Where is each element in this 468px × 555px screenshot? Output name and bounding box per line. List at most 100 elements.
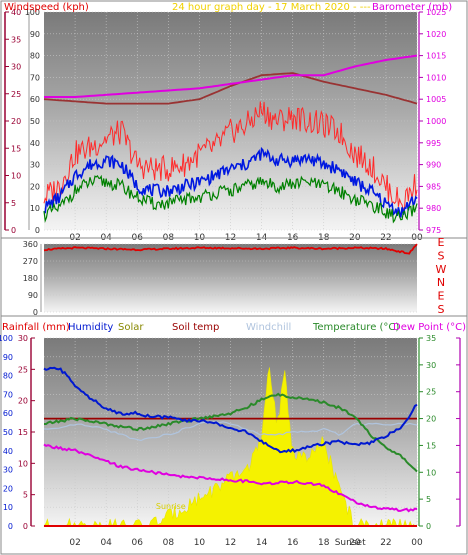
barometer-tick-label: 1015 xyxy=(426,52,446,61)
temperature-tick-label: 20 xyxy=(426,415,436,424)
percent-tick-label: 100 xyxy=(25,8,40,17)
rainfall-tick-label: 10 xyxy=(18,459,28,468)
compass-label: W xyxy=(436,263,447,276)
temp-x-tick: 02 xyxy=(69,538,80,548)
legend-windchill: Windchill xyxy=(246,322,291,333)
rainfall-tick-label: 25 xyxy=(18,365,28,374)
temperature-tick-label: 5 xyxy=(426,495,431,504)
average-wind-line xyxy=(43,174,418,224)
percent-tick-label: 60 xyxy=(30,95,40,104)
temperature-tick-label: 15 xyxy=(426,441,436,450)
windchill-line xyxy=(43,421,418,442)
barometer-tick-label: 1005 xyxy=(426,95,446,104)
temp-x-tick: 22 xyxy=(380,538,391,548)
temp-x-tick: 14 xyxy=(256,538,268,548)
dewpoint-line xyxy=(43,443,418,513)
legend-solar: Solar xyxy=(118,322,144,333)
temp-x-tick: 04 xyxy=(100,538,112,548)
percent-tick-label: 30 xyxy=(30,161,40,170)
temp-x-tick: 06 xyxy=(132,538,144,548)
humidity-tick-label: 70 xyxy=(3,390,13,399)
direction-tick-label: 270 xyxy=(23,257,38,266)
temperature-tick-label: 35 xyxy=(426,334,436,343)
barometer-tick-label: 990 xyxy=(426,161,441,170)
percent-tick-label: 10 xyxy=(30,204,40,213)
barometer-tick-label: 1020 xyxy=(426,30,446,39)
temp-x-tick: 10 xyxy=(194,538,206,548)
barometer-trend-line xyxy=(43,72,418,105)
direction-tick-label: 360 xyxy=(23,240,38,249)
humidity-tick-label: 0 xyxy=(8,522,13,531)
temperature-tick-label: 25 xyxy=(426,388,436,397)
legend-soiltemp: Soil temp xyxy=(172,322,219,333)
humidity-tick-label: 90 xyxy=(3,353,13,362)
temperature-tick-label: 30 xyxy=(426,361,436,370)
temp-panel-frame xyxy=(0,315,468,555)
legend-rainfall: Rainfall (mm) xyxy=(2,322,70,333)
temperature-tick-label: 0 xyxy=(426,522,431,531)
windspeed-tick-label: 15 xyxy=(11,144,21,153)
compass-label: E xyxy=(438,290,445,303)
windspeed-tick-label: 20 xyxy=(11,117,21,126)
windspeed-tick-label: 35 xyxy=(11,35,21,44)
humidity-tick-label: 50 xyxy=(3,428,13,437)
windspeed-tick-label: 10 xyxy=(11,172,21,181)
compass-label: S xyxy=(438,303,445,316)
temperature-line xyxy=(44,392,418,473)
humidity-tick-label: 20 xyxy=(3,484,13,493)
windspeed-title: Windspeed (kph) xyxy=(4,2,89,13)
humidity-tick-label: 80 xyxy=(3,372,13,381)
temp-x-tick: 08 xyxy=(163,538,175,548)
percent-tick-label: 0 xyxy=(35,226,40,235)
barometer-line xyxy=(44,54,418,98)
barometer-tick-label: 985 xyxy=(426,182,441,191)
temp-x-tick: 20 xyxy=(349,538,361,548)
temp-x-tick: 16 xyxy=(287,538,299,548)
legend-humidity: Humidity xyxy=(68,322,113,333)
rainfall-tick-label: 20 xyxy=(18,397,28,406)
rainfall-tick-label: 30 xyxy=(18,334,28,343)
windspeed-tick-label: 5 xyxy=(11,199,16,208)
humidity-tick-label: 30 xyxy=(3,466,13,475)
barometer-tick-label: 1025 xyxy=(426,8,446,17)
chart-title: 24 hour graph day - 17 March 2020 - --- xyxy=(172,2,371,13)
temp-x-tick: Sunset xyxy=(335,538,366,548)
wind-direction-line xyxy=(43,243,418,255)
direction-grid xyxy=(44,243,417,313)
windspeed-tick-label: 30 xyxy=(11,63,21,72)
rainfall-tick-label: 15 xyxy=(18,428,28,437)
compass-label: N xyxy=(437,276,445,289)
percent-tick-label: 40 xyxy=(30,139,40,148)
gust-line xyxy=(43,101,418,213)
temp-x-tick: 18 xyxy=(318,538,330,548)
temp-x-tick: 12 xyxy=(225,538,236,548)
humidity-tick-label: 60 xyxy=(3,409,13,418)
barometer-tick-label: 1010 xyxy=(426,73,446,82)
windspeed-line xyxy=(43,146,418,218)
percent-tick-label: 20 xyxy=(30,182,40,191)
barometer-tick-label: 1000 xyxy=(426,117,446,126)
humidity-tick-label: 100 xyxy=(0,334,13,343)
percent-tick-label: 90 xyxy=(30,30,40,39)
humidity-line xyxy=(43,366,418,454)
compass-label: E xyxy=(438,236,445,249)
barometer-tick-label: 980 xyxy=(426,204,441,213)
rainfall-tick-label: 5 xyxy=(23,491,28,500)
humidity-tick-label: 40 xyxy=(3,447,13,456)
barometer-tick-label: 995 xyxy=(426,139,441,148)
wind-series xyxy=(43,54,418,224)
direction-tick-label: 0 xyxy=(33,308,38,317)
percent-tick-label: 70 xyxy=(30,73,40,82)
legend-dewpoint: Dew Point (°C) xyxy=(393,322,466,333)
barometer-title: Barometer (mb) xyxy=(372,2,452,13)
percent-tick-label: 50 xyxy=(30,117,40,126)
direction-series xyxy=(43,243,418,255)
windspeed-tick-label: 0 xyxy=(11,226,16,235)
windspeed-tick-label: 25 xyxy=(11,90,21,99)
windspeed-tick-label: 40 xyxy=(11,8,21,17)
barometer-tick-label: 975 xyxy=(426,226,441,235)
compass-label: S xyxy=(438,249,445,262)
